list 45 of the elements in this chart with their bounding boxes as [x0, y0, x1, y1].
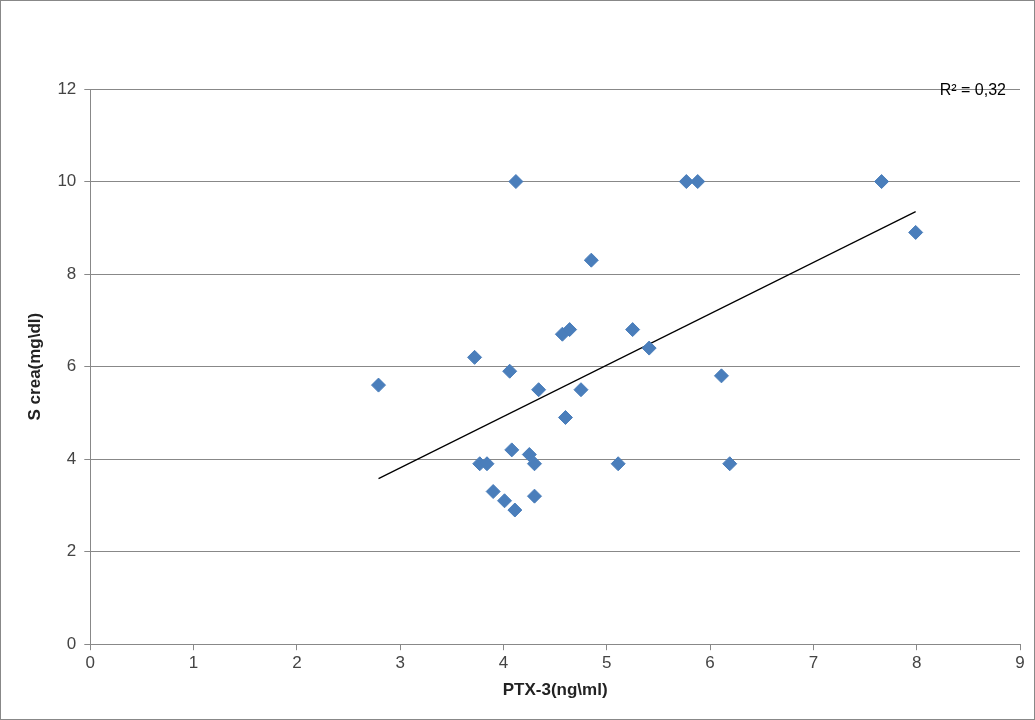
point	[531, 382, 547, 398]
point	[497, 493, 513, 509]
point	[485, 484, 501, 500]
point	[573, 382, 589, 398]
point	[625, 322, 641, 338]
point	[874, 174, 890, 190]
point	[610, 456, 626, 472]
y-tick-label: 6	[66, 356, 77, 376]
point	[641, 340, 657, 356]
point	[502, 363, 518, 379]
point	[562, 322, 578, 338]
point	[583, 252, 599, 268]
x-tick-label: 9	[1015, 653, 1025, 673]
x-tick-label: 3	[395, 653, 405, 673]
x-tick-label: 1	[188, 653, 199, 673]
x-tick-label: 4	[498, 653, 509, 673]
point	[504, 442, 520, 458]
y-tick-label: 8	[66, 263, 77, 283]
y-tick-label: 10	[57, 171, 77, 191]
point	[908, 224, 924, 240]
point	[557, 409, 573, 425]
point	[467, 349, 483, 365]
annotation: R² = 0,32	[939, 81, 1007, 99]
point	[713, 368, 729, 384]
point	[527, 456, 542, 472]
y-tick-label: 0	[66, 633, 77, 653]
x-tick-label: 2	[292, 653, 302, 673]
x-tick-label: 7	[808, 653, 819, 673]
y-tick-label: 2	[66, 541, 77, 561]
y-tick-label: 12	[57, 78, 77, 98]
x-tick-label: 6	[705, 653, 715, 673]
x-axis-title: PTX-3(ng\ml)	[502, 680, 608, 700]
point	[690, 174, 706, 190]
y-tick-label: 4	[66, 448, 77, 468]
x-tick-label: 0	[85, 653, 96, 673]
y-axis-title: S crea(mg\dl)	[24, 312, 44, 421]
x-tick-label: 5	[602, 653, 612, 673]
point	[508, 174, 524, 190]
x-tick-label: 8	[911, 653, 922, 673]
point	[371, 377, 387, 393]
point	[722, 456, 738, 472]
point	[678, 174, 694, 190]
point	[527, 488, 542, 504]
point	[507, 502, 523, 518]
point	[521, 447, 537, 463]
